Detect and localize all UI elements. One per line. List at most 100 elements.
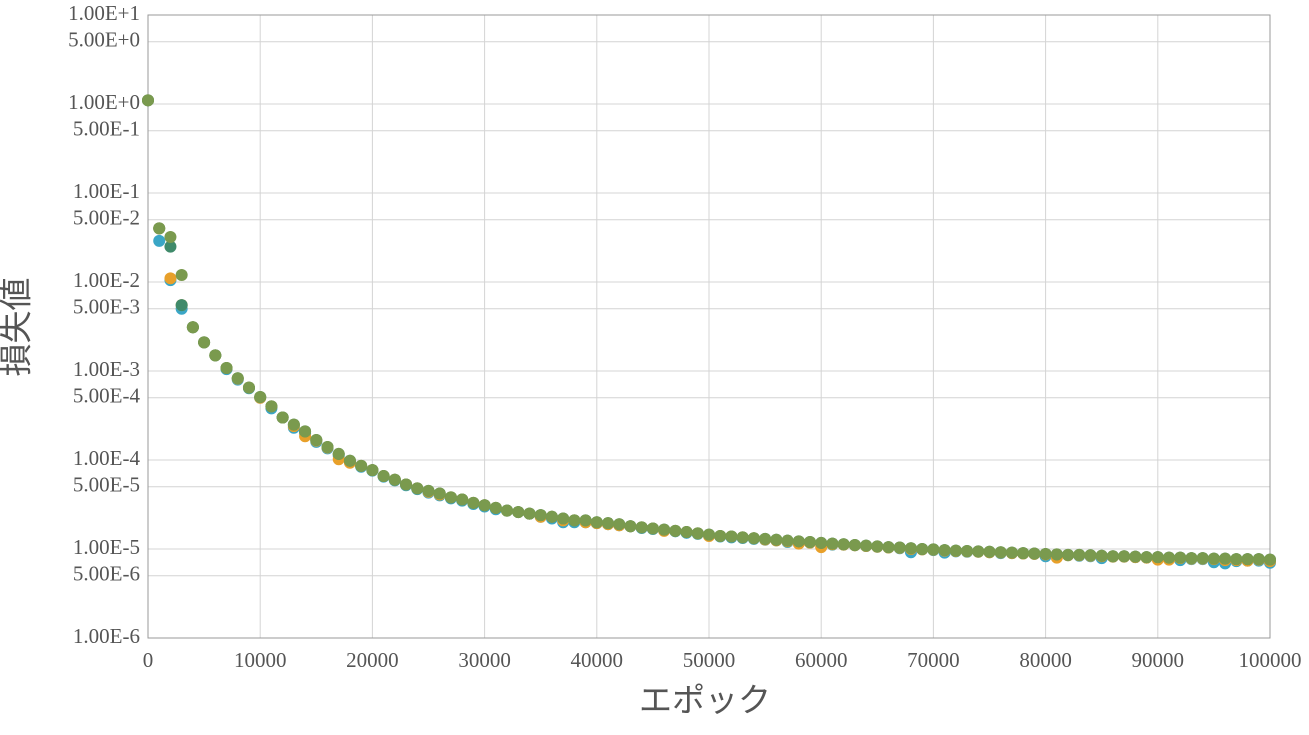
x-tick-label: 70000 <box>907 648 960 672</box>
point <box>826 537 839 550</box>
point <box>1106 550 1119 563</box>
x-tick-label: 40000 <box>571 648 624 672</box>
point <box>893 541 906 554</box>
point <box>186 321 199 334</box>
y-tick-label: 1.00E+1 <box>68 1 140 25</box>
point <box>501 504 514 517</box>
point <box>882 541 895 554</box>
plot-border <box>147 14 1271 639</box>
point <box>1084 549 1097 562</box>
point <box>467 496 480 509</box>
point <box>444 491 457 504</box>
point <box>164 272 177 285</box>
point <box>1095 549 1108 562</box>
point <box>1129 550 1142 563</box>
x-axis-title: エポック <box>639 681 771 720</box>
point <box>725 530 738 543</box>
y-tick-label: 1.00E-5 <box>73 535 140 559</box>
point <box>321 440 334 453</box>
point <box>1241 553 1254 566</box>
point <box>871 540 884 553</box>
point <box>153 234 166 247</box>
y-tick-label: 5.00E-4 <box>73 384 141 408</box>
point <box>534 509 547 522</box>
point <box>1219 552 1232 565</box>
y-tick-label: 1.00E-6 <box>73 624 140 648</box>
point <box>198 336 211 349</box>
point <box>310 433 323 446</box>
y-tick-label: 5.00E-2 <box>73 206 140 230</box>
point <box>624 520 637 533</box>
point <box>433 487 446 500</box>
point <box>400 478 413 491</box>
y-tick-label: 1.00E-1 <box>73 179 140 203</box>
point <box>860 539 873 552</box>
point <box>1185 552 1198 565</box>
point <box>153 222 166 235</box>
y-tick-label: 1.00E-4 <box>73 446 141 470</box>
point <box>770 533 783 546</box>
point <box>904 542 917 555</box>
point <box>231 372 244 385</box>
point <box>388 473 401 486</box>
point <box>411 482 424 495</box>
point <box>1163 551 1176 564</box>
point <box>366 464 379 477</box>
point <box>343 454 356 467</box>
x-tick-label: 20000 <box>346 648 399 672</box>
point <box>747 532 760 545</box>
point <box>523 507 536 520</box>
point <box>1207 552 1220 565</box>
x-tick-label: 80000 <box>1019 648 1072 672</box>
point <box>714 529 727 542</box>
point <box>994 546 1007 559</box>
point <box>568 514 581 527</box>
point <box>781 534 794 547</box>
y-axis-title: 損失値 <box>0 278 36 377</box>
point <box>1151 551 1164 564</box>
point <box>949 544 962 557</box>
point <box>1264 553 1276 566</box>
point <box>332 447 345 460</box>
point <box>175 299 188 312</box>
point <box>265 400 278 413</box>
point <box>545 510 558 523</box>
point <box>164 240 177 253</box>
point <box>1252 553 1265 566</box>
point <box>972 545 985 558</box>
point <box>1039 547 1052 560</box>
x-tick-label: 10000 <box>234 648 287 672</box>
x-tick-label: 50000 <box>683 648 736 672</box>
point <box>983 545 996 558</box>
point <box>736 531 749 544</box>
point <box>422 484 435 497</box>
x-tick-label: 30000 <box>458 648 511 672</box>
point <box>1230 553 1243 566</box>
point <box>602 517 615 530</box>
point <box>299 425 312 438</box>
point <box>242 381 255 394</box>
point <box>669 524 682 537</box>
point <box>276 411 289 424</box>
point <box>287 418 300 431</box>
point <box>1017 547 1030 560</box>
point <box>703 528 715 541</box>
point <box>579 514 592 527</box>
point <box>478 499 491 512</box>
point <box>658 523 671 536</box>
point <box>961 544 974 557</box>
point <box>489 501 502 514</box>
point <box>355 459 368 472</box>
y-tick-label: 5.00E-1 <box>73 117 140 141</box>
point <box>456 493 469 506</box>
point <box>220 362 233 375</box>
point <box>557 512 570 525</box>
point <box>848 538 861 551</box>
y-tick-label: 1.00E-3 <box>73 357 140 381</box>
point <box>377 470 390 483</box>
x-tick-label: 0 <box>143 648 154 672</box>
point <box>635 521 648 534</box>
point <box>938 544 951 557</box>
y-tick-label: 5.00E-6 <box>73 562 140 586</box>
